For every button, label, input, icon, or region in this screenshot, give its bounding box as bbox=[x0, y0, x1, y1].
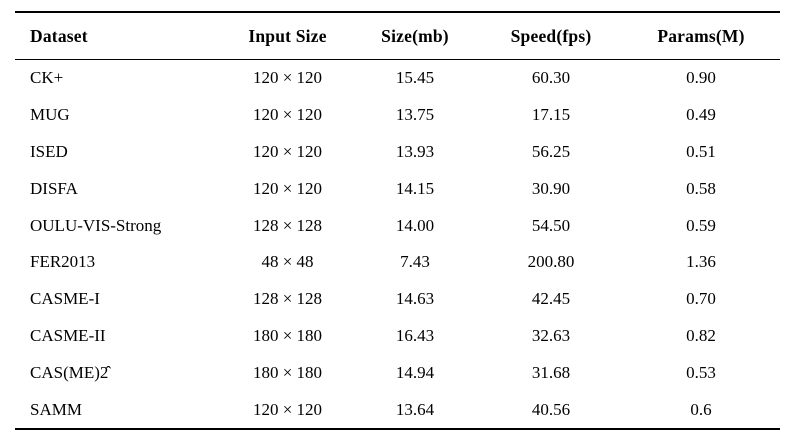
table-row: CASME-II 180 × 180 16.43 32.63 0.82 bbox=[15, 318, 780, 355]
cell-dataset: OULU-VIS-Strong bbox=[30, 215, 162, 235]
cell-size-mb: 14.00 bbox=[395, 215, 435, 235]
cell-params-m: 0.49 bbox=[686, 105, 716, 125]
cell-input-size: 128 × 128 bbox=[252, 215, 323, 235]
cell-size-mb: 16.43 bbox=[395, 325, 435, 345]
column-header-dataset: Dataset bbox=[15, 12, 225, 60]
cell-params-m: 0.58 bbox=[686, 178, 716, 198]
cell-input-size: 120 × 120 bbox=[252, 141, 323, 161]
cell-size-mb: 13.75 bbox=[395, 105, 435, 125]
column-header-input-size: Input Size bbox=[225, 12, 350, 60]
cell-speed-fps: 56.25 bbox=[531, 141, 571, 161]
cell-dataset: CAS(ME)2̂ bbox=[30, 362, 109, 382]
cell-input-size: 120 × 120 bbox=[252, 399, 323, 419]
cell-input-size: 120 × 120 bbox=[252, 68, 323, 88]
cell-params-m: 0.82 bbox=[686, 325, 716, 345]
table-row: CK+ 120 × 120 15.45 60.30 0.90 bbox=[15, 60, 780, 97]
cell-params-m: 0.59 bbox=[686, 215, 716, 235]
cell-dataset: ISED bbox=[30, 141, 68, 161]
table-row: ISED 120 × 120 13.93 56.25 0.51 bbox=[15, 134, 780, 171]
cell-input-size: 180 × 180 bbox=[252, 325, 323, 345]
table-row: SAMM 120 × 120 13.64 40.56 0.6 bbox=[15, 391, 780, 429]
cell-dataset: MUG bbox=[30, 105, 70, 125]
cell-params-m: 0.53 bbox=[686, 362, 716, 382]
cell-speed-fps: 54.50 bbox=[531, 215, 571, 235]
cell-speed-fps: 60.30 bbox=[531, 68, 571, 88]
table-body: CK+ 120 × 120 15.45 60.30 0.90 MUG 120 × 120 13… bbox=[15, 60, 780, 429]
benchmark-table: Dataset Input Size Size(mb) Speed(fps) P… bbox=[15, 11, 780, 430]
table-row: DISFA 120 × 120 14.15 30.90 0.58 bbox=[15, 170, 780, 207]
cell-speed-fps: 32.63 bbox=[531, 325, 571, 345]
cell-dataset: DISFA bbox=[30, 178, 78, 198]
cell-speed-fps: 31.68 bbox=[531, 362, 571, 382]
cell-speed-fps: 40.56 bbox=[531, 399, 571, 419]
column-header-speed-fps: Speed(fps) bbox=[480, 12, 622, 60]
cell-speed-fps: 17.15 bbox=[531, 105, 571, 125]
cell-input-size: 120 × 120 bbox=[252, 178, 323, 198]
cell-params-m: 0.70 bbox=[686, 289, 716, 309]
cell-size-mb: 15.45 bbox=[395, 68, 435, 88]
header-row: Dataset Input Size Size(mb) Speed(fps) P… bbox=[15, 12, 780, 60]
cell-size-mb: 14.63 bbox=[395, 289, 435, 309]
table-row: CASME-I 128 × 128 14.63 42.45 0.70 bbox=[15, 281, 780, 318]
cell-params-m: 0.6 bbox=[690, 399, 712, 419]
table-row: CAS(ME)2̂ 180 × 180 14.94 31.68 0.53 bbox=[15, 354, 780, 391]
cell-params-m: 0.51 bbox=[686, 141, 716, 161]
cell-input-size: 120 × 120 bbox=[252, 105, 323, 125]
cell-dataset: FER2013 bbox=[30, 252, 96, 272]
cell-input-size: 180 × 180 bbox=[252, 362, 323, 382]
cell-dataset: CK+ bbox=[30, 68, 64, 88]
cell-dataset: CASME-II bbox=[30, 325, 106, 345]
cell-size-mb: 7.43 bbox=[400, 252, 430, 272]
table-row: MUG 120 × 120 13.75 17.15 0.49 bbox=[15, 97, 780, 134]
cell-speed-fps: 200.80 bbox=[527, 252, 575, 272]
cell-size-mb: 14.94 bbox=[395, 362, 435, 382]
table-row: OULU-VIS-Strong 128 × 128 14.00 54.50 0.59 bbox=[15, 207, 780, 244]
cell-params-m: 1.36 bbox=[686, 252, 716, 272]
table-header: Dataset Input Size Size(mb) Speed(fps) P… bbox=[15, 12, 780, 60]
cell-input-size: 128 × 128 bbox=[252, 289, 323, 309]
cell-dataset: CASME-I bbox=[30, 289, 100, 309]
cell-dataset: SAMM bbox=[30, 399, 82, 419]
column-header-params-m: Params(M) bbox=[622, 12, 780, 60]
cell-speed-fps: 42.45 bbox=[531, 289, 571, 309]
cell-size-mb: 13.93 bbox=[395, 141, 435, 161]
table-row: FER2013 48 × 48 7.43 200.80 1.36 bbox=[15, 244, 780, 281]
cell-size-mb: 13.64 bbox=[395, 399, 435, 419]
cell-speed-fps: 30.90 bbox=[531, 178, 571, 198]
cell-params-m: 0.90 bbox=[686, 68, 716, 88]
column-header-size-mb: Size(mb) bbox=[350, 12, 480, 60]
cell-size-mb: 14.15 bbox=[395, 178, 435, 198]
cell-input-size: 48 × 48 bbox=[261, 252, 314, 272]
